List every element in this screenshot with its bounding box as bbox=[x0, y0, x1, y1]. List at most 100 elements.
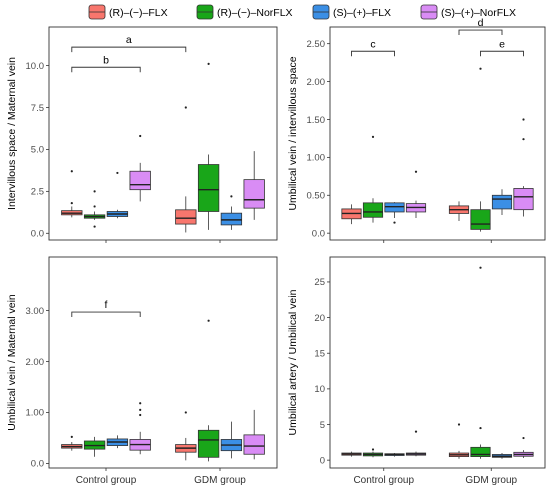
box-body bbox=[470, 446, 491, 457]
outlier-point bbox=[93, 225, 96, 228]
y-axis-label: Umbilical vein / intervillous space bbox=[287, 56, 299, 210]
outlier-point bbox=[139, 408, 142, 411]
x-tick-label: Control group bbox=[76, 475, 137, 486]
bracket-line bbox=[351, 50, 395, 57]
plot-frame bbox=[48, 256, 278, 469]
box-2-1 bbox=[83, 190, 106, 228]
bracket-line bbox=[480, 50, 524, 57]
legend-item: (R)–(−)–NorFLX bbox=[196, 4, 293, 20]
y-tick-label: 5.0 bbox=[31, 145, 44, 156]
outlier-point bbox=[230, 195, 233, 198]
outlier-point bbox=[479, 67, 482, 70]
bracket-label: c bbox=[370, 38, 375, 50]
box-2-2 bbox=[470, 266, 491, 459]
y-tick-label: 2.00 bbox=[26, 357, 45, 368]
y-tick-label: 25 bbox=[314, 277, 325, 288]
y-tick-label: 0.0 bbox=[312, 228, 325, 239]
outlier-point bbox=[371, 448, 375, 451]
box-1-2 bbox=[175, 411, 197, 461]
plot-frame bbox=[48, 26, 278, 241]
outlier-point bbox=[70, 202, 73, 205]
outlier-point bbox=[207, 319, 210, 322]
box-4-1 bbox=[405, 430, 427, 457]
y-tick-label: 0.0 bbox=[31, 229, 44, 240]
outlier-point bbox=[457, 423, 461, 426]
box-1-1 bbox=[61, 170, 83, 218]
box-body bbox=[491, 194, 513, 210]
outlier-point bbox=[479, 266, 482, 269]
box-1-2 bbox=[448, 423, 470, 459]
outlier-point bbox=[522, 436, 525, 440]
box-3-1 bbox=[384, 202, 405, 224]
bracket-line bbox=[71, 311, 141, 318]
chart-panel-3: 0.0 1.00 2.00 3.00 Control group GDM group Umb… bbox=[6, 256, 278, 486]
bracket-line bbox=[71, 66, 141, 73]
y-tick-label: 5 bbox=[320, 420, 325, 431]
chart-panel-2: 0.0 0.50 1.00 1.50 2.00 2.50 Umbilical vein / … bbox=[287, 17, 546, 243]
outlier-point bbox=[184, 106, 187, 109]
chart-panel-4: 0 5 10 15 20 25 Control group GDM group Umbilica… bbox=[287, 256, 546, 486]
y-tick-label: 10.0 bbox=[26, 61, 45, 72]
outlier-point bbox=[414, 170, 418, 173]
y-tick-label: 1.00 bbox=[26, 408, 45, 419]
plot-frame bbox=[329, 26, 546, 241]
box-3-2 bbox=[491, 453, 513, 459]
outlier-point bbox=[93, 205, 96, 208]
outlier-point bbox=[139, 413, 142, 417]
y-tick-label: 0 bbox=[320, 455, 325, 466]
box-body bbox=[513, 188, 534, 211]
significance-bracket: d bbox=[458, 17, 503, 36]
outlier-point bbox=[393, 221, 396, 224]
plot-frame bbox=[329, 256, 546, 469]
bracket-label: a bbox=[126, 34, 132, 46]
box-3-1 bbox=[106, 435, 129, 449]
bracket-line bbox=[71, 46, 187, 53]
chart-panel-1: 0.0 2.5 5.0 7.5 10.0 Intervillous space / Mat… bbox=[6, 26, 278, 243]
box-1-2 bbox=[448, 201, 470, 222]
panels: 0.0 2.5 5.0 7.5 10.0 Intervillous space / Mat… bbox=[6, 17, 546, 486]
outlier-point bbox=[522, 138, 525, 141]
outlier-point bbox=[70, 435, 73, 439]
box-body bbox=[243, 434, 265, 455]
bracket-label: b bbox=[103, 54, 109, 66]
outlier-point bbox=[184, 411, 187, 414]
outlier-point bbox=[116, 171, 119, 175]
box-4-1 bbox=[129, 402, 151, 455]
box-3-2 bbox=[220, 421, 243, 459]
bracket-line bbox=[458, 29, 503, 36]
legend-item: (S)–(+)–NorFLX bbox=[420, 4, 516, 20]
legend-label: (R)–(−)–FLX bbox=[109, 7, 168, 19]
box-1-1 bbox=[61, 435, 83, 451]
bracket-label: e bbox=[499, 38, 505, 50]
y-tick-label: 2.00 bbox=[307, 77, 326, 88]
box-body bbox=[197, 429, 220, 458]
outlier-point bbox=[139, 402, 142, 405]
outlier-point bbox=[414, 430, 418, 433]
box-1-2 bbox=[175, 106, 197, 233]
y-tick-label: 10 bbox=[314, 384, 325, 395]
box-2-1 bbox=[83, 436, 106, 457]
box-3-1 bbox=[384, 453, 405, 457]
box-2-2 bbox=[197, 62, 220, 230]
y-tick-label: 2.50 bbox=[307, 39, 326, 50]
box-body bbox=[220, 212, 243, 226]
legend-label: (R)–(−)–NorFLX bbox=[217, 7, 293, 19]
box-body bbox=[175, 209, 197, 225]
box-3-1 bbox=[106, 171, 129, 219]
y-tick-label: 0.50 bbox=[307, 191, 326, 202]
legend-item: (S)–(+)–FLX bbox=[312, 4, 391, 20]
y-tick-label: 20 bbox=[314, 313, 325, 324]
outlier-point bbox=[371, 135, 375, 139]
box-2-2 bbox=[470, 67, 491, 232]
y-tick-label: 3.00 bbox=[26, 306, 45, 317]
legend: (R)–(−)–FLX (R)–(−)–NorFLX (S)–(+)–FLX (S)–… bbox=[88, 4, 516, 20]
outlier-point bbox=[207, 62, 210, 65]
bracket-label: d bbox=[478, 17, 484, 29]
box-body bbox=[470, 209, 491, 230]
y-tick-label: 7.5 bbox=[31, 103, 44, 114]
significance-bracket: a bbox=[71, 34, 187, 53]
box-1-1 bbox=[341, 451, 362, 457]
bracket-label: f bbox=[105, 299, 108, 311]
box-4-2 bbox=[243, 409, 265, 460]
